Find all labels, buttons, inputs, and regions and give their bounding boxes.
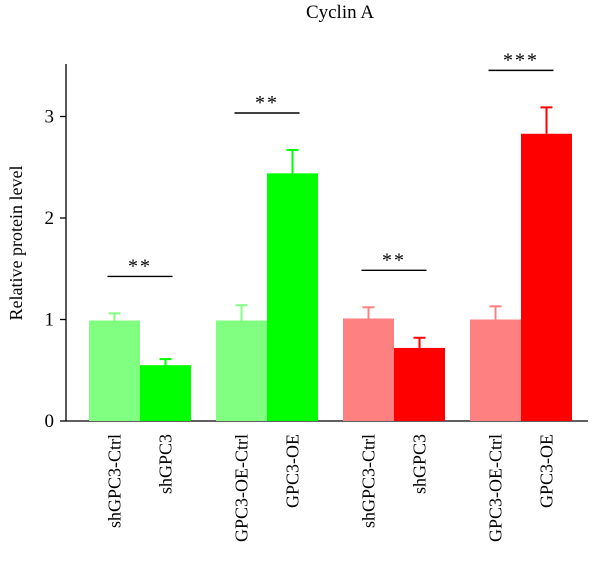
x-category-label-3: GPC3-OE-Ctrl bbox=[232, 434, 252, 542]
x-category-label-5: shGPC3-Ctrl bbox=[359, 434, 379, 528]
bar-1 bbox=[89, 320, 140, 421]
y-tick-label-2: 2 bbox=[45, 208, 55, 229]
x-category-label-2: shGPC3 bbox=[156, 434, 176, 494]
y-axis-label: Relative protein level bbox=[6, 166, 26, 321]
x-category-label-4: GPC3-OE bbox=[283, 434, 303, 508]
bar-5 bbox=[343, 318, 394, 421]
x-category-label-1: shGPC3-Ctrl bbox=[105, 434, 125, 528]
y-tick-label-1: 1 bbox=[45, 310, 55, 331]
chart-title: Cyclin A bbox=[306, 2, 374, 23]
bar-8 bbox=[521, 133, 572, 421]
significance-marker-4: *** bbox=[503, 49, 539, 71]
y-tick-label-0: 0 bbox=[45, 411, 55, 432]
x-category-label-8: GPC3-OE bbox=[537, 434, 557, 508]
x-category-label-7: GPC3-OE-Ctrl bbox=[486, 434, 506, 542]
significance-marker-1: ** bbox=[128, 255, 152, 277]
bar-3 bbox=[216, 320, 267, 421]
x-category-label-6: shGPC3 bbox=[410, 434, 430, 494]
bar-6 bbox=[394, 347, 445, 421]
significance-marker-3: ** bbox=[382, 249, 406, 271]
y-tick-label-3: 3 bbox=[45, 107, 55, 128]
bar-4 bbox=[267, 173, 318, 421]
bar-7 bbox=[470, 319, 521, 421]
bar-2 bbox=[140, 365, 191, 421]
significance-marker-2: ** bbox=[255, 92, 279, 114]
